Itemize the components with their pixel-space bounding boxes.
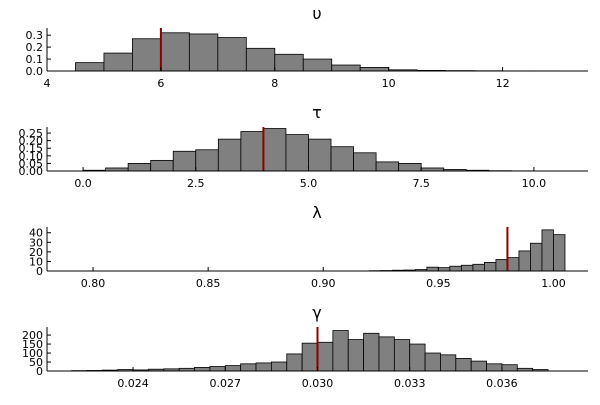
- panel-tau-bar: [218, 139, 241, 171]
- panel-upsilon-bar: [360, 67, 388, 71]
- panel-lambda-bar: [484, 262, 496, 271]
- panel-gamma-bar: [440, 355, 455, 371]
- panel-upsilon-bar: [161, 33, 189, 71]
- panel-gamma-bar: [394, 340, 409, 371]
- panel-upsilon-y-tick-label: 0.3: [26, 29, 44, 42]
- panel-lambda-x-tick-label: 0.95: [426, 277, 451, 290]
- panel-lambda-x-tick-label: 0.80: [81, 277, 106, 290]
- panel-upsilon-bar: [104, 53, 132, 71]
- panel-tau-x-tick-label: 10.0: [522, 177, 547, 190]
- panel-lambda-bar: [461, 265, 473, 271]
- panel-tau-bar: [241, 132, 264, 171]
- panel-gamma-bar: [456, 358, 471, 371]
- panel-lambda-y-tick-label: 40: [29, 227, 43, 240]
- panel-lambda-bar: [507, 258, 519, 271]
- panel-gamma-bar: [502, 365, 517, 371]
- panel-tau-bar: [263, 129, 286, 171]
- panel-gamma-bar: [195, 367, 210, 371]
- panel-upsilon-bar: [132, 39, 160, 71]
- panel-lambda-x-tick-label: 1.00: [541, 277, 566, 290]
- panel-upsilon-x-tick-label: 4: [44, 77, 51, 90]
- panel-upsilon-y-tick-label: 0.1: [26, 53, 44, 66]
- panel-lambda-bar: [496, 260, 508, 271]
- panel-lambda-bar: [450, 266, 462, 271]
- panel-tau-bar: [399, 163, 422, 171]
- panel-gamma-bar: [302, 343, 317, 371]
- panel-gamma-bar: [364, 333, 379, 371]
- panel-gamma-x-tick-label: 0.024: [117, 377, 149, 390]
- panel-upsilon-x-tick-label: 12: [496, 77, 510, 90]
- panel-lambda-bar: [553, 235, 565, 271]
- panel-lambda-bar: [530, 243, 542, 271]
- panel-gamma-bar: [271, 362, 286, 371]
- panel-gamma-bar: [318, 342, 333, 371]
- panel-gamma-x-tick-label: 0.030: [302, 377, 334, 390]
- panel-tau-bar: [173, 151, 196, 171]
- panel-upsilon-bar: [189, 34, 217, 71]
- panel-lambda-bar: [519, 251, 531, 271]
- panel-gamma-y-tick-label: 200: [22, 329, 43, 342]
- panel-lambda-title: λ: [312, 203, 321, 222]
- panel-gamma-bar: [256, 363, 271, 371]
- panel-tau-bar: [376, 162, 399, 171]
- panel-tau-bar: [354, 153, 377, 171]
- panel-upsilon-x-tick-label: 8: [271, 77, 278, 90]
- panel-gamma-bar: [348, 340, 363, 371]
- panel-tau-bar: [196, 150, 219, 171]
- panel-upsilon-y-tick-label: 0.2: [26, 41, 44, 54]
- panel-upsilon-bar: [275, 54, 303, 71]
- panel-gamma-x-tick-label: 0.036: [486, 377, 518, 390]
- panel-gamma-bar: [425, 353, 440, 371]
- panel-upsilon-bar: [246, 48, 274, 71]
- panel-tau-x-tick-label: 5.0: [300, 177, 318, 190]
- panel-lambda-bar: [542, 230, 554, 271]
- panel-lambda-x-tick-label: 0.85: [196, 277, 221, 290]
- panel-lambda-bar: [473, 264, 485, 271]
- panel-gamma-bar: [379, 337, 394, 371]
- panel-tau-y-tick-label: 0.25: [19, 127, 44, 140]
- panel-gamma-bar: [410, 344, 425, 371]
- panel-upsilon-x-tick-label: 10: [382, 77, 396, 90]
- panel-tau-bar: [286, 135, 309, 171]
- panel-gamma-bar: [287, 354, 302, 371]
- panel-lambda-bar: [438, 268, 450, 271]
- panel-gamma-x-tick-label: 0.027: [210, 377, 242, 390]
- panel-tau-bar: [331, 147, 354, 171]
- panel-tau-bar: [151, 160, 174, 171]
- panel-tau-bar: [128, 163, 151, 171]
- panel-tau-bar: [308, 139, 331, 171]
- panel-tau-x-tick-label: 7.5: [412, 177, 430, 190]
- panel-gamma-bar: [471, 361, 486, 371]
- panel-upsilon-title: υ: [312, 4, 321, 23]
- panel-lambda-bar: [427, 267, 439, 271]
- panel-gamma-bar: [210, 367, 225, 371]
- panel-gamma-bar: [333, 331, 348, 371]
- panel-upsilon-x-tick-label: 6: [157, 77, 164, 90]
- panel-tau-title: τ: [312, 103, 322, 122]
- panel-tau-x-tick-label: 2.5: [187, 177, 205, 190]
- panel-upsilon-bar: [332, 65, 360, 71]
- panel-gamma-bar: [241, 364, 256, 371]
- panel-tau-x-tick-label: 0.0: [74, 177, 92, 190]
- panel-upsilon-bar: [75, 63, 103, 71]
- panel-upsilon-y-tick-label: 0.0: [26, 65, 44, 78]
- panel-gamma-bar: [487, 364, 502, 371]
- panel-upsilon-bar: [303, 59, 331, 71]
- panel-gamma-title: γ: [312, 303, 321, 322]
- panel-upsilon-bar: [218, 38, 246, 71]
- panel-gamma-x-tick-label: 0.033: [394, 377, 426, 390]
- panel-gamma-bar: [225, 366, 240, 371]
- panel-lambda-x-tick-label: 0.90: [311, 277, 336, 290]
